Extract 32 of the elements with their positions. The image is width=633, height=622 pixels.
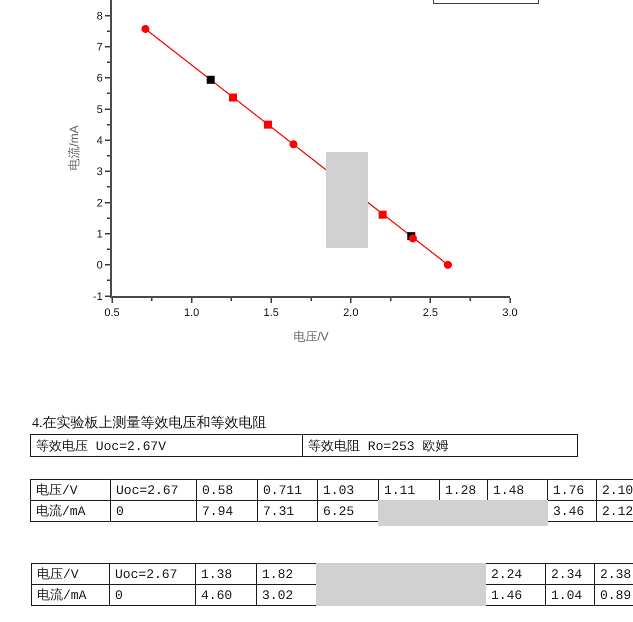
y-tick-label: 6 (96, 72, 103, 85)
x-tick-label: 1.5 (264, 307, 279, 320)
table-cell: 电流/mA (30, 500, 111, 522)
point (228, 94, 237, 102)
x-tick-label: 2.0 (343, 307, 358, 320)
point (141, 24, 150, 33)
y-tick-label: 4 (96, 135, 103, 148)
y-tick-label: 3 (96, 166, 103, 178)
x-tick-label: 1.0 (184, 307, 200, 320)
y-tick-label: 0 (96, 260, 103, 272)
y-tick-label: 2 (96, 197, 103, 210)
y-axis-title: 电流/mA (66, 125, 81, 171)
table-cell: 等效电压 Uoc=2.67V (30, 434, 303, 457)
point (206, 76, 215, 84)
y-tick-label: 5 (96, 104, 103, 116)
point (264, 120, 272, 129)
x-axis-title: 电压/V (293, 330, 329, 344)
table-cell: 等效电阻 Ro=253 欧姆 (302, 434, 578, 457)
point (444, 260, 452, 269)
y-tick-label: 7 (96, 42, 103, 54)
x-tick-label: 3.0 (502, 307, 518, 320)
x-tick-label: 0.5 (104, 307, 120, 320)
text: 4.在实验板上测量等效电压和等效电阻 (32, 414, 266, 432)
table-cell: 电压/V (31, 563, 110, 585)
y-tick-label: 1 (96, 228, 103, 241)
x-tick-label: 2.5 (422, 307, 438, 320)
table-cell: 电流/mA (31, 584, 110, 606)
point (378, 210, 387, 219)
y-tick-label: -1 (93, 290, 103, 303)
y-tick-label: 8 (96, 10, 103, 22)
table-cell: 电压/V (30, 479, 111, 501)
point (289, 140, 298, 148)
